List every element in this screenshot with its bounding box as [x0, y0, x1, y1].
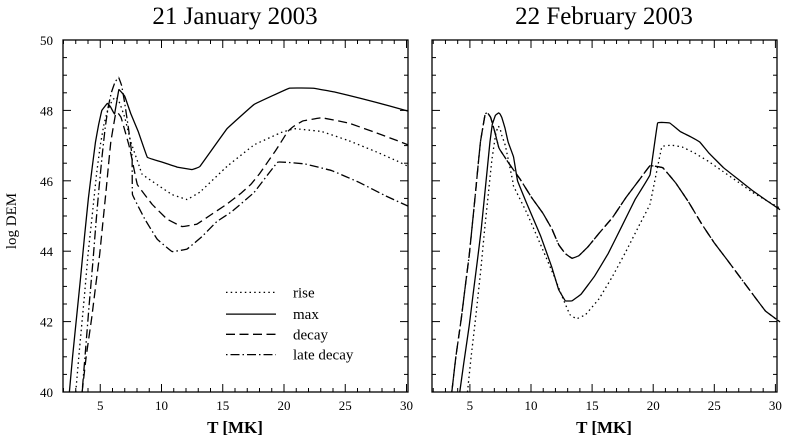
svg-text:5: 5 [97, 398, 104, 413]
svg-text:5: 5 [467, 398, 474, 413]
svg-text:log DEM: log DEM [4, 193, 20, 249]
svg-text:42: 42 [40, 315, 53, 330]
svg-text:30: 30 [769, 398, 782, 413]
svg-text:50: 50 [40, 33, 53, 48]
svg-text:21 January 2003: 21 January 2003 [152, 3, 317, 30]
svg-text:10: 10 [525, 398, 538, 413]
svg-text:20: 20 [647, 398, 660, 413]
svg-text:46: 46 [40, 174, 54, 189]
svg-text:22 February 2003: 22 February 2003 [515, 3, 693, 30]
svg-text:max: max [293, 307, 319, 323]
svg-text:T [MK]: T [MK] [207, 418, 263, 437]
svg-text:30: 30 [400, 398, 413, 413]
svg-text:40: 40 [40, 385, 53, 400]
svg-text:decay: decay [293, 327, 328, 343]
svg-text:late decay: late decay [293, 348, 354, 364]
svg-text:25: 25 [708, 398, 721, 413]
svg-text:15: 15 [216, 398, 229, 413]
svg-text:44: 44 [40, 244, 54, 259]
svg-text:15: 15 [586, 398, 599, 413]
svg-text:10: 10 [155, 398, 168, 413]
svg-text:25: 25 [339, 398, 352, 413]
svg-text:rise: rise [293, 285, 315, 301]
svg-text:20: 20 [278, 398, 291, 413]
svg-text:48: 48 [40, 103, 53, 118]
svg-text:T [MK]: T [MK] [576, 418, 632, 437]
